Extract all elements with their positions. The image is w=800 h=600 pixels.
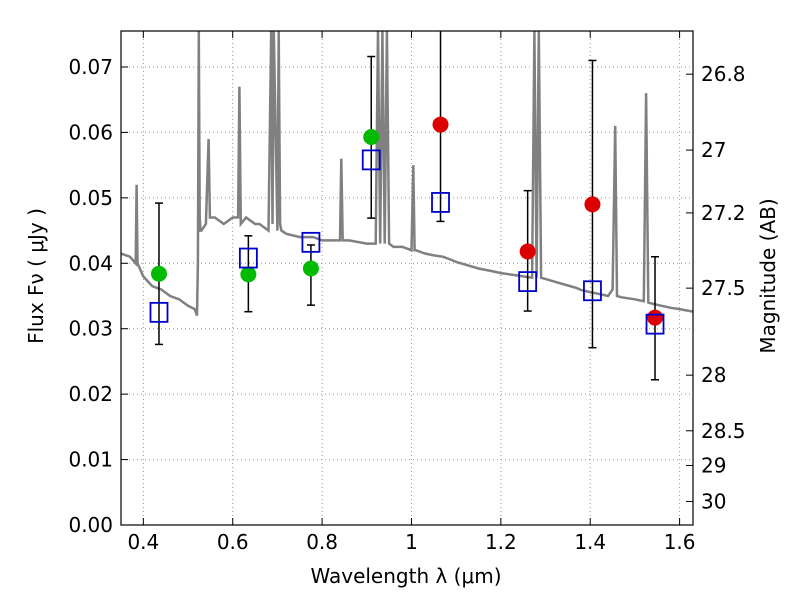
x-tick-label: 1.2 (485, 530, 517, 554)
x-tick-label: 1 (405, 530, 418, 554)
tick-labels: 0.4 0.6 0.8 1 1.2 1.4 1.6 0.00 0.01 0.02 0.03 0.04 0… (68, 55, 745, 554)
x-tick-label: 0.8 (306, 530, 338, 554)
x-axis-label: Wavelength λ (μm) (310, 564, 501, 588)
y-right-tick-label: 28 (701, 363, 726, 387)
x-tick-label: 1.6 (664, 530, 696, 554)
green-point (302, 260, 319, 277)
y-axis-label: Flux Fν ( μJy ) (24, 208, 48, 344)
y-tick-label: 0.07 (68, 55, 113, 79)
plot-frame (120, 30, 694, 526)
x-tick-label: 0.6 (217, 530, 249, 554)
model-square (583, 280, 602, 302)
errorbars (154, 31, 660, 381)
axes (120, 30, 694, 526)
x-tick-label: 0.4 (127, 530, 159, 554)
y-tick-label: 0.02 (68, 382, 113, 406)
y-tick-label: 0.04 (68, 251, 113, 275)
green-point (150, 265, 167, 282)
data-points (149, 116, 665, 335)
model-square (149, 301, 169, 323)
model-square (431, 192, 450, 213)
y-tick-label: 0.01 (68, 448, 113, 472)
model-square (361, 149, 381, 171)
y-right-tick-label: 28.5 (701, 419, 746, 443)
y-tick-label: 0.06 (68, 120, 113, 144)
y-tick-label: 0.00 (68, 513, 113, 537)
y-right-tick-label: 27 (701, 138, 726, 162)
red-point (584, 196, 601, 213)
model-square (645, 313, 665, 335)
y-right-tick-label: 27.5 (701, 276, 746, 300)
model-square (238, 247, 258, 269)
y-tick-label: 0.05 (68, 186, 113, 210)
y-right-tick-label: 30 (701, 489, 726, 513)
y-axis-right-label: Magnitude (AB) (756, 198, 780, 353)
model-square (518, 271, 538, 292)
y-right-tick-label: 26.8 (701, 62, 746, 86)
red-point (432, 116, 449, 133)
y-right-tick-label: 29 (701, 453, 726, 477)
red-point (647, 309, 664, 326)
x-tick-label: 1.4 (574, 530, 606, 554)
spectrum-line (121, 31, 693, 317)
green-point (240, 266, 257, 283)
spectrum-series (121, 31, 693, 317)
green-point (363, 128, 380, 145)
red-point (519, 243, 536, 260)
y-right-tick-label: 27.2 (701, 201, 746, 225)
model-square (301, 231, 321, 253)
y-tick-label: 0.03 (68, 317, 113, 341)
grid (121, 31, 693, 525)
